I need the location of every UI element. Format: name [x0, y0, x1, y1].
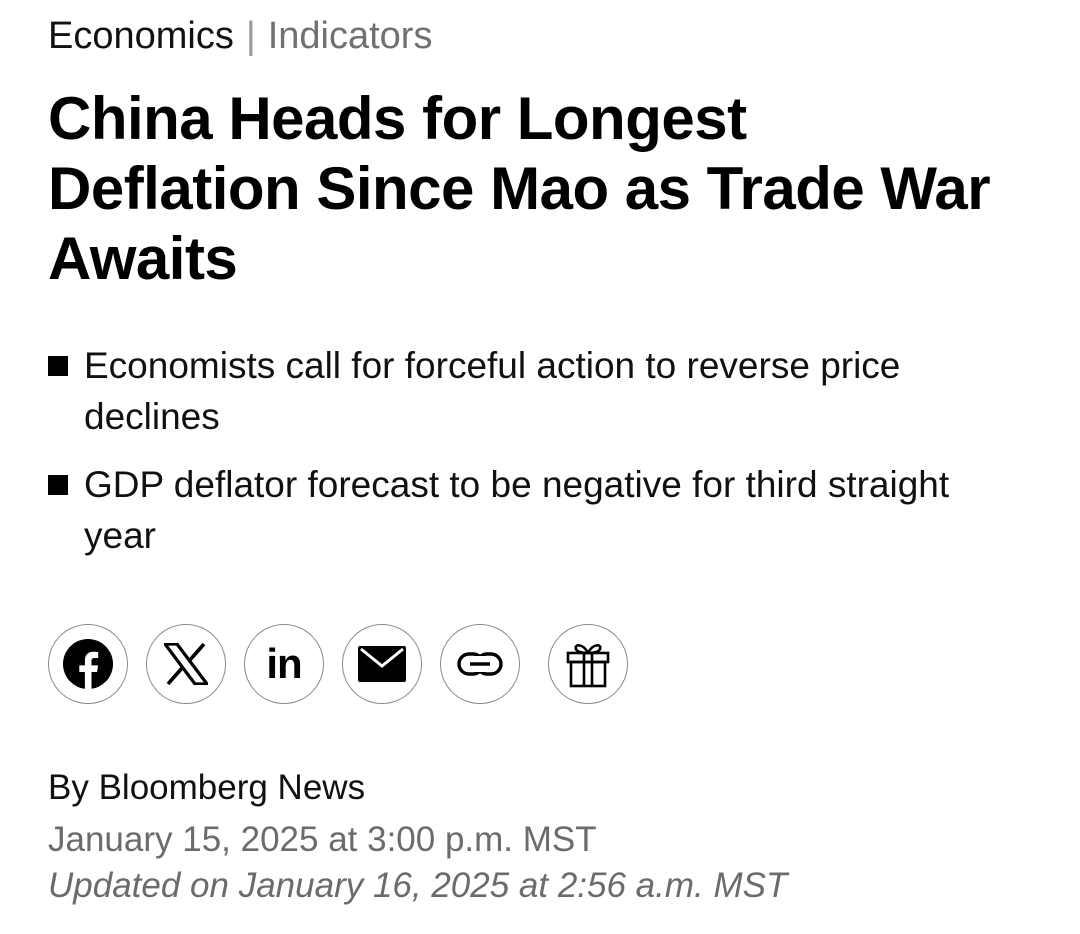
email-icon: [358, 646, 406, 682]
summary-bullet-text: Economists call for forceful action to r…: [84, 345, 901, 437]
breadcrumb-subsection-link[interactable]: Indicators: [267, 15, 433, 57]
summary-bullet: GDP deflator forecast to be negative for…: [48, 459, 1008, 561]
bullet-square-icon: [48, 475, 68, 495]
copy-link-button[interactable]: [440, 624, 520, 704]
summary-bullet: Economists call for forceful action to r…: [48, 340, 1008, 442]
publish-timestamp: January 15, 2025 at 3:00 p.m. MST: [48, 820, 597, 859]
article-byline: By Bloomberg News: [48, 768, 366, 807]
summary-bullet-text: GDP deflator forecast to be negative for…: [84, 464, 950, 556]
breadcrumb: Economics | Indicators: [48, 14, 432, 58]
gift-article-button[interactable]: [548, 624, 628, 704]
summary-bullets: Economists call for forceful action to r…: [48, 340, 1008, 578]
bullet-square-icon: [48, 356, 68, 376]
link-icon: [457, 652, 503, 676]
article-headline: China Heads for Longest Deflation Since …: [48, 85, 991, 292]
breadcrumb-separator: |: [245, 15, 256, 57]
updated-timestamp: Updated on January 16, 2025 at 2:56 a.m.…: [48, 866, 788, 905]
share-facebook-button[interactable]: [48, 624, 128, 704]
linkedin-icon: in: [266, 640, 302, 687]
share-linkedin-button[interactable]: in: [244, 624, 324, 704]
x-icon: [164, 643, 208, 685]
gift-icon: [566, 644, 610, 688]
share-email-button[interactable]: [342, 624, 422, 704]
breadcrumb-section-link[interactable]: Economics: [48, 15, 234, 57]
share-x-button[interactable]: [146, 624, 226, 704]
facebook-icon: [63, 639, 113, 690]
